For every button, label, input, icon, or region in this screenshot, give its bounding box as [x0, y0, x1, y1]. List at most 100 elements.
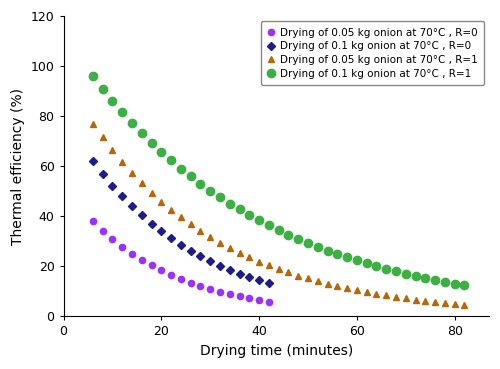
Drying of 0.05 kg onion at 70°C , R=1 [315, 279, 321, 283]
Drying of 0.05 kg onion at 70°C , R=1 [383, 293, 389, 298]
Drying of 0.1 kg onion at 70°C , R=0 [139, 213, 145, 218]
Drying of 0.05 kg onion at 70°C , R=1 [139, 181, 145, 186]
Drying of 0.1 kg onion at 70°C , R=1 [442, 280, 448, 284]
Drying of 0.1 kg onion at 70°C , R=0 [178, 242, 184, 247]
Drying of 0.1 kg onion at 70°C , R=1 [354, 258, 360, 263]
Drying of 0.05 kg onion at 70°C , R=1 [217, 241, 223, 245]
Drying of 0.1 kg onion at 70°C , R=0 [90, 159, 96, 163]
Drying of 0.1 kg onion at 70°C , R=1 [256, 218, 262, 223]
Drying of 0.1 kg onion at 70°C , R=0 [227, 268, 233, 272]
Drying of 0.1 kg onion at 70°C , R=1 [462, 283, 468, 288]
Drying of 0.1 kg onion at 70°C , R=1 [178, 166, 184, 171]
Drying of 0.1 kg onion at 70°C , R=1 [148, 140, 154, 145]
Drying of 0.1 kg onion at 70°C , R=0 [236, 271, 242, 276]
Drying of 0.05 kg onion at 70°C , R=1 [364, 290, 370, 294]
Drying of 0.05 kg onion at 70°C , R=0 [110, 237, 116, 241]
Drying of 0.1 kg onion at 70°C , R=1 [90, 74, 96, 78]
Drying of 0.05 kg onion at 70°C , R=1 [158, 199, 164, 204]
Drying of 0.1 kg onion at 70°C , R=1 [207, 189, 213, 193]
Drying of 0.1 kg onion at 70°C , R=1 [324, 248, 330, 253]
Drying of 0.05 kg onion at 70°C , R=1 [324, 282, 330, 286]
Drying of 0.1 kg onion at 70°C , R=1 [432, 278, 438, 282]
Drying of 0.05 kg onion at 70°C , R=1 [129, 171, 135, 175]
Drying of 0.05 kg onion at 70°C , R=0 [236, 294, 242, 299]
Drying of 0.05 kg onion at 70°C , R=1 [295, 273, 301, 278]
Drying of 0.05 kg onion at 70°C , R=1 [412, 297, 418, 302]
Drying of 0.1 kg onion at 70°C , R=1 [403, 272, 409, 276]
Drying of 0.1 kg onion at 70°C , R=1 [110, 99, 116, 103]
Drying of 0.1 kg onion at 70°C , R=1 [266, 223, 272, 228]
Drying of 0.1 kg onion at 70°C , R=0 [198, 254, 203, 258]
Drying of 0.05 kg onion at 70°C , R=1 [148, 190, 154, 195]
Drying of 0.05 kg onion at 70°C , R=1 [305, 276, 311, 281]
Drying of 0.05 kg onion at 70°C , R=1 [452, 301, 458, 306]
Drying of 0.05 kg onion at 70°C , R=0 [198, 284, 203, 288]
Drying of 0.05 kg onion at 70°C , R=1 [256, 259, 262, 264]
Drying of 0.05 kg onion at 70°C , R=1 [90, 121, 96, 126]
Drying of 0.05 kg onion at 70°C , R=0 [178, 277, 184, 281]
Drying of 0.05 kg onion at 70°C , R=1 [100, 135, 105, 139]
Drying of 0.1 kg onion at 70°C , R=0 [256, 278, 262, 283]
Drying of 0.1 kg onion at 70°C , R=0 [188, 248, 194, 253]
Drying of 0.05 kg onion at 70°C , R=0 [158, 268, 164, 273]
Drying of 0.05 kg onion at 70°C , R=0 [256, 298, 262, 302]
Drying of 0.1 kg onion at 70°C , R=1 [422, 276, 428, 280]
Drying of 0.05 kg onion at 70°C , R=1 [188, 222, 194, 227]
Drying of 0.05 kg onion at 70°C , R=0 [100, 228, 105, 233]
Drying of 0.1 kg onion at 70°C , R=0 [246, 275, 252, 279]
Drying of 0.1 kg onion at 70°C , R=1 [315, 245, 321, 249]
Drying of 0.05 kg onion at 70°C , R=1 [354, 288, 360, 292]
Drying of 0.05 kg onion at 70°C , R=1 [168, 207, 174, 212]
Drying of 0.05 kg onion at 70°C , R=1 [276, 267, 281, 271]
Drying of 0.1 kg onion at 70°C , R=0 [168, 236, 174, 241]
Drying of 0.05 kg onion at 70°C , R=0 [188, 280, 194, 285]
Drying of 0.1 kg onion at 70°C , R=0 [266, 281, 272, 286]
Drying of 0.1 kg onion at 70°C , R=1 [188, 174, 194, 179]
Drying of 0.05 kg onion at 70°C , R=1 [462, 303, 468, 307]
Drying of 0.1 kg onion at 70°C , R=1 [286, 232, 292, 237]
Drying of 0.1 kg onion at 70°C , R=1 [452, 282, 458, 286]
Drying of 0.05 kg onion at 70°C , R=1 [266, 263, 272, 268]
Drying of 0.05 kg onion at 70°C , R=0 [168, 273, 174, 277]
Drying of 0.05 kg onion at 70°C , R=0 [119, 245, 125, 249]
Drying of 0.1 kg onion at 70°C , R=0 [100, 172, 105, 176]
Drying of 0.05 kg onion at 70°C , R=0 [207, 287, 213, 291]
Drying of 0.05 kg onion at 70°C , R=0 [129, 251, 135, 256]
Drying of 0.1 kg onion at 70°C , R=1 [158, 149, 164, 154]
Drying of 0.1 kg onion at 70°C , R=1 [295, 237, 301, 241]
Y-axis label: Thermal efficiency (%): Thermal efficiency (%) [11, 88, 25, 245]
Drying of 0.1 kg onion at 70°C , R=1 [374, 264, 380, 268]
Line: Drying of 0.05 kg onion at 70°C , R=0: Drying of 0.05 kg onion at 70°C , R=0 [90, 218, 272, 305]
Drying of 0.1 kg onion at 70°C , R=0 [119, 194, 125, 199]
Drying of 0.1 kg onion at 70°C , R=1 [217, 195, 223, 200]
Drying of 0.05 kg onion at 70°C , R=1 [207, 235, 213, 239]
Drying of 0.05 kg onion at 70°C , R=1 [110, 148, 116, 152]
Drying of 0.1 kg onion at 70°C , R=1 [198, 182, 203, 186]
Drying of 0.1 kg onion at 70°C , R=0 [129, 204, 135, 208]
Drying of 0.05 kg onion at 70°C , R=0 [246, 296, 252, 300]
Drying of 0.05 kg onion at 70°C , R=1 [236, 251, 242, 255]
Drying of 0.1 kg onion at 70°C , R=1 [393, 269, 399, 273]
Drying of 0.1 kg onion at 70°C , R=1 [334, 252, 340, 256]
Drying of 0.1 kg onion at 70°C , R=1 [139, 131, 145, 135]
Drying of 0.05 kg onion at 70°C , R=1 [246, 255, 252, 259]
Drying of 0.1 kg onion at 70°C , R=1 [344, 255, 350, 259]
Line: Drying of 0.05 kg onion at 70°C , R=1: Drying of 0.05 kg onion at 70°C , R=1 [90, 120, 468, 308]
Drying of 0.05 kg onion at 70°C , R=1 [334, 284, 340, 288]
Drying of 0.1 kg onion at 70°C , R=0 [217, 263, 223, 268]
Drying of 0.1 kg onion at 70°C , R=1 [100, 87, 105, 91]
Drying of 0.05 kg onion at 70°C , R=1 [119, 160, 125, 164]
Drying of 0.05 kg onion at 70°C , R=1 [422, 299, 428, 303]
Drying of 0.1 kg onion at 70°C , R=1 [119, 110, 125, 114]
Drying of 0.1 kg onion at 70°C , R=1 [305, 241, 311, 245]
Drying of 0.05 kg onion at 70°C , R=1 [403, 296, 409, 300]
Drying of 0.1 kg onion at 70°C , R=1 [236, 207, 242, 212]
Drying of 0.05 kg onion at 70°C , R=1 [286, 270, 292, 275]
Drying of 0.05 kg onion at 70°C , R=1 [178, 215, 184, 220]
Drying of 0.05 kg onion at 70°C , R=1 [432, 300, 438, 304]
Drying of 0.1 kg onion at 70°C , R=1 [168, 158, 174, 163]
Drying of 0.1 kg onion at 70°C , R=0 [158, 229, 164, 234]
Drying of 0.05 kg onion at 70°C , R=1 [442, 301, 448, 305]
Legend: Drying of 0.05 kg onion at 70°C , R=0, Drying of 0.1 kg onion at 70°C , R=0, Dry: Drying of 0.05 kg onion at 70°C , R=0, D… [261, 21, 484, 85]
Drying of 0.1 kg onion at 70°C , R=0 [148, 221, 154, 226]
